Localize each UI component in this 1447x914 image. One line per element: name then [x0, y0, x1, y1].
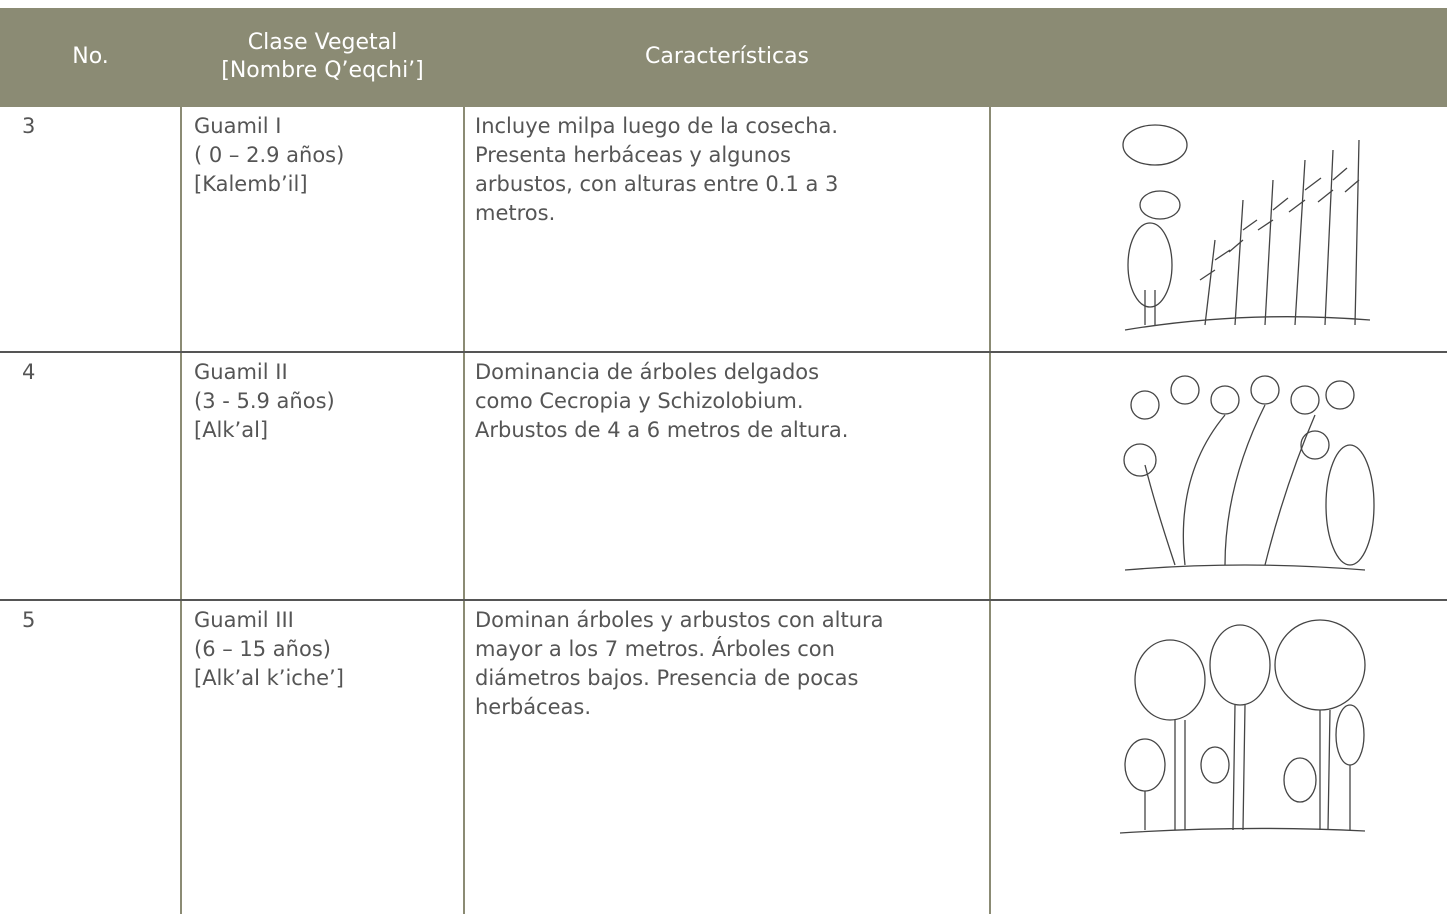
- clase-line: (6 – 15 años): [194, 637, 331, 661]
- header-bar: [0, 8, 1447, 105]
- text-line: como Cecropia y Schizolobium.: [475, 389, 804, 413]
- text-line: Arbustos de 4 a 6 metros de altura.: [475, 418, 849, 442]
- cell-caracteristicas: Incluye milpa luego de la cosecha. Presen…: [475, 112, 838, 228]
- clase-line: ( 0 – 2.9 años): [194, 143, 345, 167]
- clase-line: [Alk’al k’iche’]: [194, 666, 344, 690]
- text-line: Dominancia de árboles delgados: [475, 360, 820, 384]
- text-line: Presenta herbáceas y algunos: [475, 143, 791, 167]
- text-line: diámetros bajos. Presencia de pocas: [475, 666, 859, 690]
- cell-clase: Guamil II (3 - 5.9 años) [Alk’al]: [194, 358, 335, 445]
- cell-no: 3: [22, 114, 36, 138]
- cell-caracteristicas: Dominan árboles y arbustos con altura may…: [475, 606, 884, 722]
- text-line: herbáceas.: [475, 695, 592, 719]
- text-line: metros.: [475, 201, 556, 225]
- text-line: mayor a los 7 metros. Árboles con: [475, 637, 835, 661]
- header-line: [Nombre Q’eqchi’]: [221, 57, 424, 83]
- sketch-trees: [1119, 619, 1366, 834]
- column-line: [463, 8, 465, 914]
- sketch-milpa: [1122, 124, 1371, 331]
- cell-clase: Guamil III (6 – 15 años) [Alk’al k’iche’]: [194, 606, 344, 693]
- header-line: Clase Vegetal: [247, 29, 398, 55]
- cell-no: 4: [22, 360, 36, 384]
- header-caracteristicas: Características: [644, 43, 810, 69]
- cell-clase: Guamil I ( 0 – 2.9 años) [Kalemb’il]: [194, 112, 344, 199]
- text-line: Dominan árboles y arbustos con altura: [475, 608, 884, 632]
- clase-line: Guamil II: [194, 360, 288, 384]
- row-line: [0, 105, 1447, 107]
- row-line: [0, 599, 1447, 601]
- clase-line: Guamil I: [194, 114, 282, 138]
- text-line: arbustos, con alturas entre 0.1 a 3: [475, 172, 839, 196]
- sketch-cecropia: [1123, 375, 1375, 571]
- clase-line: (3 - 5.9 años): [194, 389, 335, 413]
- cell-no: 5: [22, 608, 36, 632]
- clase-line: [Kalemb’il]: [194, 172, 308, 196]
- clase-line: Guamil III: [194, 608, 294, 632]
- clase-line: [Alk’al]: [194, 418, 269, 442]
- header-clase: Clase Vegetal [Nombre Q’eqchi’]: [181, 8, 464, 105]
- column-line: [989, 8, 991, 914]
- text-line: Incluye milpa luego de la cosecha.: [475, 114, 839, 138]
- column-line: [180, 8, 182, 914]
- row-line: [0, 351, 1447, 353]
- header-no: No.: [72, 43, 109, 69]
- cell-caracteristicas: Dominancia de árboles delgados como Cecro…: [475, 358, 848, 445]
